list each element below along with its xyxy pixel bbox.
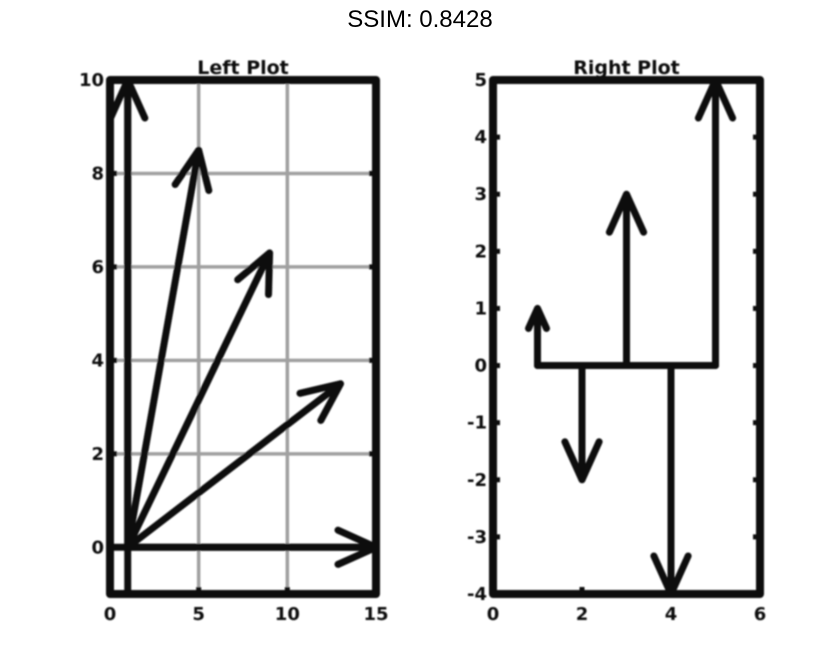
right-arrow-4	[694, 76, 737, 370]
left-y-tick-label-1: 2	[91, 444, 104, 465]
page-title: SSIM: 0.8428	[347, 6, 493, 33]
right-plot: Right Plot 0 2 4 6 -4 -3 -2 -1 0 1 2 3 4 5	[467, 57, 766, 625]
left-plot-frame	[106, 76, 380, 598]
left-y-tick-label-3: 6	[91, 257, 104, 278]
left-arrow-2	[124, 249, 274, 551]
left-y-tick-label-2: 4	[91, 350, 104, 371]
left-y-tick-label-0: 0	[91, 537, 104, 558]
right-arrow-1	[561, 362, 603, 484]
right-y-tick-label-2: -2	[467, 470, 487, 491]
right-arrow-3	[650, 362, 692, 598]
left-arrow-0	[107, 76, 149, 551]
right-y-tick-label-5: 1	[474, 298, 487, 319]
right-y-tick-label-7: 3	[474, 184, 487, 205]
left-plot-title: Left Plot	[197, 57, 289, 79]
right-y-tick-label-8: 4	[474, 127, 487, 148]
right-y-tick-label-0: -4	[467, 584, 487, 605]
left-plot: Left Plot 0 5 10 15 0 2 4 6 8 10	[79, 57, 389, 625]
left-x-tick-label-1: 5	[192, 604, 205, 625]
right-arrow-0	[525, 304, 550, 370]
left-y-tick-label-5: 10	[79, 70, 104, 91]
right-y-tick-label-9: 5	[474, 70, 487, 91]
right-x-tick-label-3: 6	[754, 604, 767, 625]
right-y-tick-label-1: -3	[467, 527, 487, 548]
left-x-tick-label-3: 15	[363, 604, 388, 625]
right-x-tick-label-0: 0	[487, 604, 500, 625]
left-y-tick-label-4: 8	[91, 163, 104, 184]
right-y-tick-label-3: -1	[467, 413, 487, 434]
right-arrow-2	[605, 190, 648, 370]
left-arrow-3	[124, 380, 345, 551]
right-x-tick-label-2: 4	[665, 604, 678, 625]
right-plot-title: Right Plot	[573, 57, 680, 79]
right-x-tick-label-1: 2	[576, 604, 589, 625]
left-arrow-4	[124, 526, 380, 568]
left-arrow-1	[124, 146, 213, 551]
right-y-tick-label-4: 0	[474, 356, 487, 377]
right-y-tick-label-6: 2	[474, 241, 487, 262]
left-x-tick-label-2: 10	[275, 604, 300, 625]
left-x-tick-label-0: 0	[104, 604, 117, 625]
right-plot-frame	[489, 76, 764, 598]
